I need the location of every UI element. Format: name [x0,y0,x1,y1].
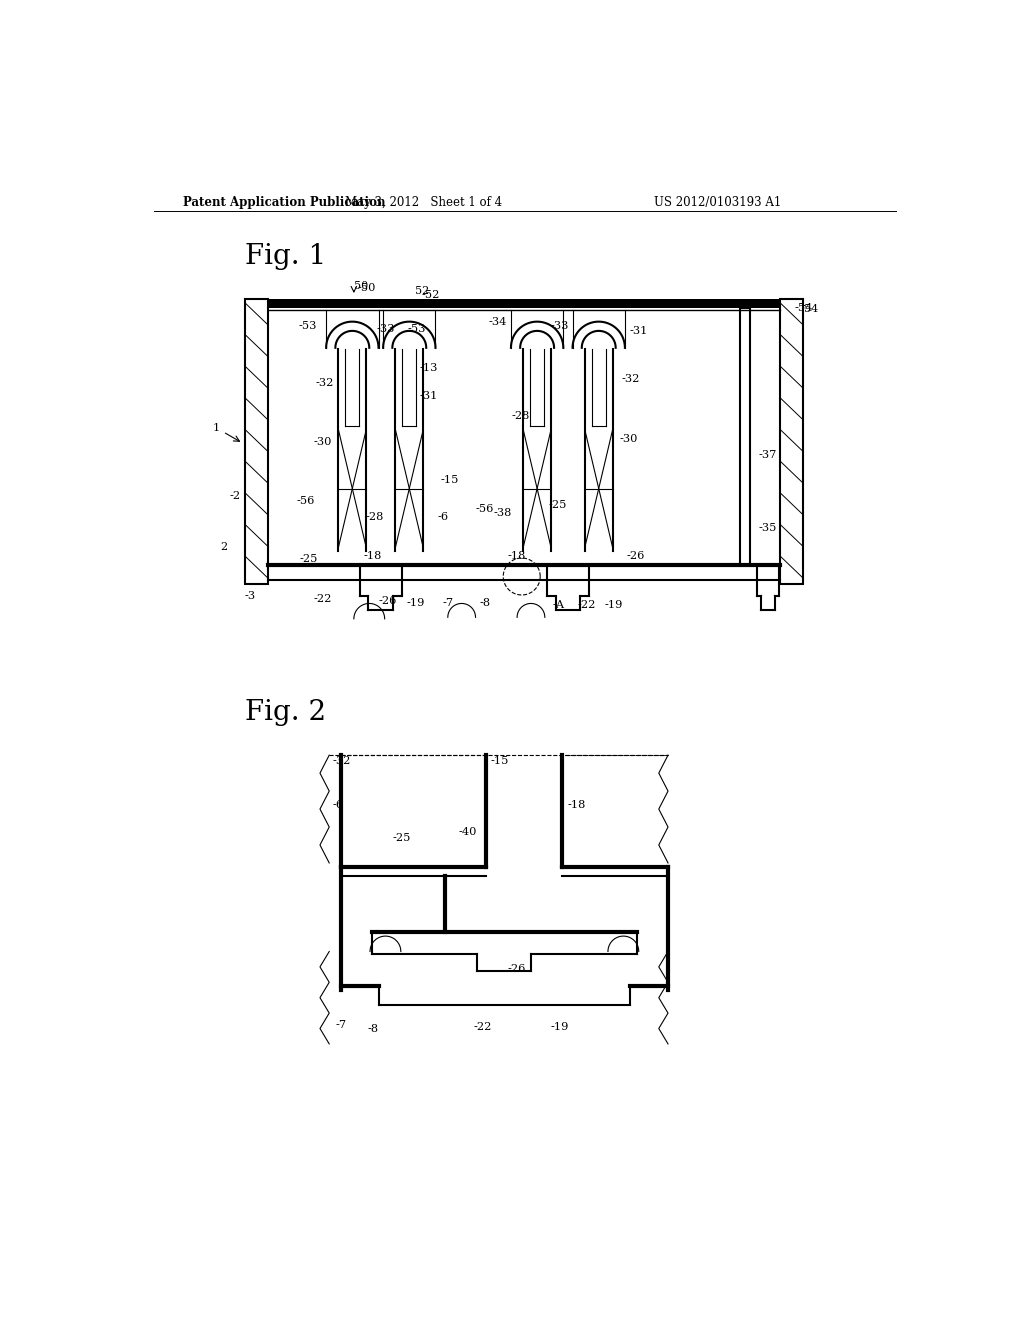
Text: -8: -8 [479,598,490,609]
Text: -53: -53 [298,321,316,331]
Text: -25: -25 [549,500,567,510]
Bar [267,300,779,308]
Text: -34: -34 [488,317,507,327]
Text: May 3, 2012   Sheet 1 of 4: May 3, 2012 Sheet 1 of 4 [345,195,502,209]
Text: -6: -6 [333,800,343,810]
Text: -26: -26 [627,552,645,561]
Bar [779,300,803,585]
Text: -40: -40 [459,828,477,837]
Text: -50: -50 [357,282,376,293]
Text: -2: -2 [229,491,241,500]
Text: Fig. 1: Fig. 1 [245,243,326,271]
Text: -52: -52 [422,290,440,301]
Text: -13: -13 [419,363,437,372]
Text: -19: -19 [604,601,623,610]
Text: -6: -6 [437,512,449,523]
Text: -15: -15 [490,756,509,767]
Text: -7: -7 [336,1019,346,1030]
Text: -A: -A [553,601,564,610]
Text: -53: -53 [408,325,426,334]
Text: Fig. 2: Fig. 2 [245,700,326,726]
Bar [245,300,267,585]
Text: -7: -7 [442,598,454,609]
Text: 2: 2 [220,543,227,552]
Text: -35: -35 [758,523,776,533]
Text: -18: -18 [568,800,587,810]
Text: -19: -19 [551,1022,569,1032]
Text: -54: -54 [795,302,813,313]
Text: 52: 52 [416,286,430,296]
Text: -56: -56 [475,504,494,513]
Text: -33: -33 [377,325,395,334]
Text: -32: -32 [333,756,350,767]
Text: -38: -38 [494,508,512,517]
Text: -22: -22 [313,594,332,603]
Text: -32: -32 [622,374,640,384]
Text: 1: 1 [213,422,220,433]
Text: -8: -8 [368,1023,379,1034]
Text: -3: -3 [245,591,256,601]
Text: -22: -22 [473,1022,492,1032]
Text: -25: -25 [300,554,318,564]
Text: -33: -33 [551,321,569,331]
Text: -26: -26 [508,964,526,974]
Text: -30: -30 [620,434,638,445]
Text: -15: -15 [440,475,459,486]
Text: -28: -28 [512,412,530,421]
Text: -22: -22 [578,601,596,610]
Text: -18: -18 [364,552,382,561]
Text: -25: -25 [392,833,411,843]
Text: 50: 50 [354,281,368,292]
Text: -56: -56 [296,496,314,506]
Text: -19: -19 [407,598,425,609]
Text: -18: -18 [508,552,526,561]
Text: -30: -30 [313,437,332,446]
Text: US 2012/0103193 A1: US 2012/0103193 A1 [654,195,781,209]
Text: -28: -28 [366,512,384,523]
Text: -31: -31 [630,326,648,335]
Text: -32: -32 [315,379,334,388]
Text: -37: -37 [758,450,776,459]
Text: -31: -31 [419,391,437,400]
Text: 54: 54 [804,304,818,314]
Text: -26: -26 [379,597,397,606]
Text: Patent Application Publication: Patent Application Publication [183,195,385,209]
